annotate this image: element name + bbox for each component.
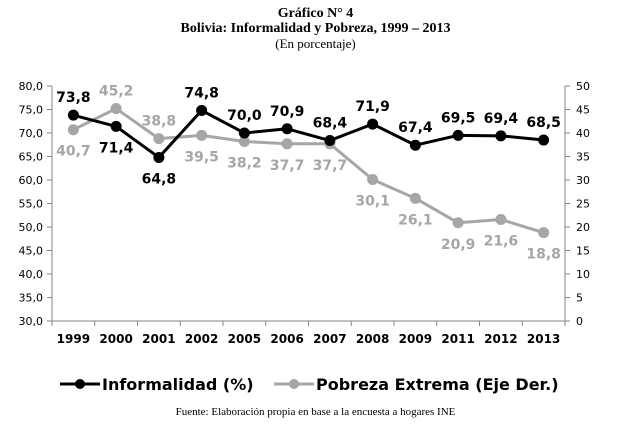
data-point-informalidad: [153, 151, 165, 163]
chart-subtitle: (En porcentaje): [275, 36, 356, 51]
x-axis-category-label: 2012: [484, 332, 517, 346]
data-label-informalidad: 69,5: [441, 110, 476, 126]
data-label-pobreza: 21,6: [484, 233, 519, 249]
legend-marker-gray-line-icon: [274, 379, 314, 389]
x-axis-category-label: 2013: [527, 332, 560, 346]
x-axis-category-label: 1999: [57, 332, 90, 346]
data-point-pobreza: [367, 174, 379, 186]
right-axis-tick-label: 10: [576, 268, 590, 281]
data-label-informalidad: 69,4: [484, 111, 519, 127]
data-label-pobreza: 38,2: [227, 155, 262, 171]
data-label-pobreza: 20,9: [441, 237, 476, 253]
left-axis-tick-label: 60,0: [19, 174, 44, 187]
right-axis-tick-label: 5: [576, 292, 583, 305]
data-point-informalidad: [67, 109, 79, 121]
data-point-pobreza: [67, 124, 79, 136]
right-axis-tick-label: 50: [576, 80, 590, 93]
data-point-informalidad: [452, 129, 464, 141]
data-point-pobreza: [538, 227, 550, 239]
x-axis-category-label: 2009: [399, 332, 432, 346]
legend-label-pobreza: Pobreza Extrema (Eje Der.): [316, 374, 559, 394]
x-axis-category-label: 2000: [99, 332, 132, 346]
data-point-informalidad: [196, 104, 208, 116]
data-label-informalidad: 70,0: [227, 108, 262, 124]
data-point-pobreza: [196, 129, 208, 141]
left-axis-tick-label: 50,0: [19, 221, 44, 234]
data-label-informalidad: 67,4: [398, 120, 433, 136]
data-label-pobreza: 30,1: [355, 194, 390, 210]
x-axis-category-label: 2006: [270, 332, 303, 346]
data-label-informalidad: 68,5: [526, 115, 561, 131]
legend-marker-black-line-icon: [60, 379, 100, 389]
data-label-informalidad: 74,8: [184, 85, 219, 101]
left-axis-tick-label: 55,0: [19, 198, 44, 211]
data-point-pobreza: [409, 192, 421, 204]
data-label-pobreza: 18,8: [526, 247, 561, 263]
data-label-informalidad: 70,9: [270, 104, 305, 120]
data-label-pobreza: 39,5: [184, 149, 219, 165]
left-axis-tick-label: 65,0: [19, 151, 44, 164]
x-axis-category-label: 2005: [228, 332, 261, 346]
data-label-pobreza: 37,7: [270, 158, 305, 174]
data-label-pobreza: 45,2: [99, 84, 134, 100]
right-axis-tick-label: 35: [576, 151, 590, 164]
right-axis-tick-label: 30: [576, 174, 590, 187]
right-axis-tick-label: 40: [576, 127, 590, 140]
right-axis-tick-label: 0: [576, 315, 583, 328]
data-label-informalidad: 68,4: [313, 116, 348, 132]
data-label-pobreza: 26,1: [398, 212, 433, 228]
left-axis-tick-label: 45,0: [19, 245, 44, 258]
left-axis-tick-label: 80,0: [19, 80, 44, 93]
data-point-pobreza: [495, 213, 507, 225]
legend-label-informalidad: Informalidad (%): [102, 374, 254, 394]
data-point-pobreza: [452, 217, 464, 229]
data-label-informalidad: 71,9: [355, 99, 390, 115]
data-point-pobreza: [281, 138, 293, 150]
figure-number: Gráfico N° 4: [277, 6, 354, 21]
data-label-pobreza: 40,7: [56, 144, 91, 160]
data-point-informalidad: [538, 134, 550, 146]
legend: Informalidad (%) Pobreza Extrema (Eje De…: [0, 372, 631, 396]
source-note: Fuente: Elaboración propia en base a la …: [175, 406, 456, 418]
data-label-pobreza: 37,7: [313, 158, 348, 174]
data-point-informalidad: [367, 118, 379, 130]
data-label-informalidad: 73,8: [56, 90, 91, 106]
left-axis-tick-label: 35,0: [19, 292, 44, 305]
left-axis-tick-label: 40,0: [19, 268, 44, 281]
data-point-informalidad: [281, 123, 293, 135]
right-axis-tick-label: 25: [576, 198, 590, 211]
data-point-pobreza: [110, 103, 122, 115]
right-axis-tick-label: 45: [576, 104, 590, 117]
x-axis-category-label: 2011: [441, 332, 474, 346]
data-point-informalidad: [324, 135, 336, 147]
x-axis-category-label: 2001: [142, 332, 175, 346]
legend-item-informalidad: Informalidad (%): [60, 372, 254, 396]
data-point-informalidad: [409, 139, 421, 151]
x-axis-category-label: 2008: [356, 332, 389, 346]
data-point-informalidad: [495, 130, 507, 142]
data-label-pobreza: 38,8: [142, 114, 177, 130]
data-point-pobreza: [238, 135, 250, 147]
data-point-informalidad: [110, 120, 122, 132]
data-point-informalidad: [238, 127, 250, 139]
series-line-informalidad: [72, 108, 544, 159]
left-axis-tick-label: 70,0: [19, 127, 44, 140]
data-label-informalidad: 71,4: [99, 140, 134, 156]
data-label-informalidad: 64,8: [142, 171, 177, 187]
legend-item-pobreza: Pobreza Extrema (Eje Der.): [274, 372, 559, 396]
right-axis-tick-label: 15: [576, 245, 590, 258]
data-point-pobreza: [153, 133, 165, 145]
x-axis-category-label: 2007: [313, 332, 346, 346]
series-line-pobreza: [72, 107, 545, 235]
left-axis-tick-label: 75,0: [19, 104, 44, 117]
x-axis-category-label: 2002: [185, 332, 218, 346]
right-axis-tick-label: 20: [576, 221, 590, 234]
left-axis-tick-label: 30,0: [19, 315, 44, 328]
chart-title: Bolivia: Informalidad y Pobreza, 1999 – …: [180, 21, 451, 36]
